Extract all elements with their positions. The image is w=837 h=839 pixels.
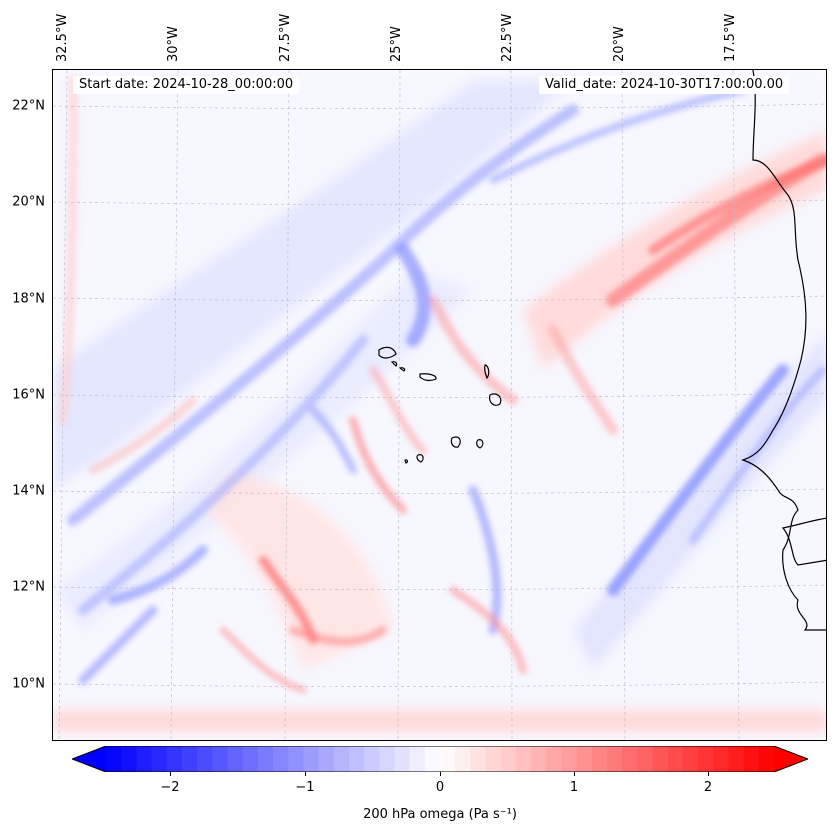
cabo-verde-islands [378,346,502,464]
colorbar-segment [379,746,396,772]
cb-tickmark [440,772,441,776]
colorbar-segment [470,746,487,772]
omega-streaks [58,75,826,694]
colorbar-segment [546,746,563,772]
lat-label-12n: 12°N [12,579,45,595]
colorbar-segment [227,746,244,772]
colorbar-segment [318,746,335,772]
map-plot-area [52,69,827,741]
colorbar-segment [576,746,593,772]
colorbar-segment [515,746,532,772]
lon-label-20w: 20°W [612,26,627,62]
colorbar-segment [394,746,411,772]
colorbar-segment [197,746,213,772]
lat-label-10n: 10°N [12,676,45,692]
colorbar-segment [531,746,547,772]
cb-tick-label: 0 [435,780,445,795]
start-date-label: Start date: 2024-10-28_00:00:00 [73,76,300,94]
cb-tick-label: 1 [569,780,579,795]
cb-tickmark [574,772,575,776]
colorbar-segment [288,746,304,772]
cb-tickmark [305,772,306,776]
lon-label-22-5w: 22.5°W [500,13,515,62]
valid-date-label: Valid_date: 2024-10-30T17:00:00.00 [539,76,790,94]
colorbar-segment [743,746,760,772]
lon-label-17-5w: 17.5°W [723,13,738,62]
colorbar-segment [273,746,289,772]
colorbar-segment [409,746,426,772]
colorbar-segment [607,746,623,772]
colorbar-segment [424,746,441,772]
cb-tick-label: −1 [295,780,315,795]
graticule [53,70,826,740]
colorbar [72,746,808,772]
colorbar-segment [348,746,365,772]
omega-background-field [53,70,826,740]
lat-label-14n: 14°N [12,483,45,499]
colorbar-label: 200 hPa omega (Pa s⁻¹) [363,807,517,822]
colorbar-segment [652,746,669,772]
cb-tickmark [170,772,171,776]
colorbar-segment [591,746,608,772]
colorbar-segment [181,746,198,772]
colorbar-segment [561,746,578,772]
lon-label-30w: 30°W [166,26,181,62]
colorbar-segment [121,746,137,772]
colorbar-segment [333,746,350,772]
omega-field-map [53,70,826,740]
colorbar-extend-min [72,746,106,772]
colorbar-segment [136,746,153,772]
colorbar-segment [257,746,274,772]
cb-tick-label: −2 [160,780,180,795]
colorbar-extend-max [774,746,808,772]
colorbar-segment [728,746,745,772]
cb-tick-label: 2 [703,780,713,795]
colorbar-segment [500,746,517,772]
colorbar-segment [485,746,502,772]
colorbar-segment [440,746,456,772]
lat-label-16n: 16°N [12,387,45,403]
cb-tickmark [708,772,709,776]
colorbar-segment [698,746,714,772]
colorbar-segment [622,746,638,772]
colorbar-segment [455,746,471,772]
colorbar-segment [303,746,320,772]
colorbar-segment [682,746,699,772]
colorbar-segment [151,746,168,772]
lat-label-22n: 22°N [12,98,45,114]
colorbar-segment [667,746,684,772]
colorbar-segment [637,746,654,772]
lon-label-27-5w: 27.5°W [278,13,293,62]
colorbar-segment [713,746,730,772]
colorbar-segment [242,746,259,772]
colorbar-segment [166,746,183,772]
coastline [741,70,826,631]
colorbar-segment [106,746,122,772]
lon-label-25w: 25°W [389,26,404,62]
lon-label-32-5w: 32.5°W [55,13,70,62]
lat-label-20n: 20°N [12,194,45,210]
colorbar-segment [758,746,775,772]
lat-label-18n: 18°N [12,291,45,307]
colorbar-segment [212,746,229,772]
colorbar-segment [364,746,380,772]
